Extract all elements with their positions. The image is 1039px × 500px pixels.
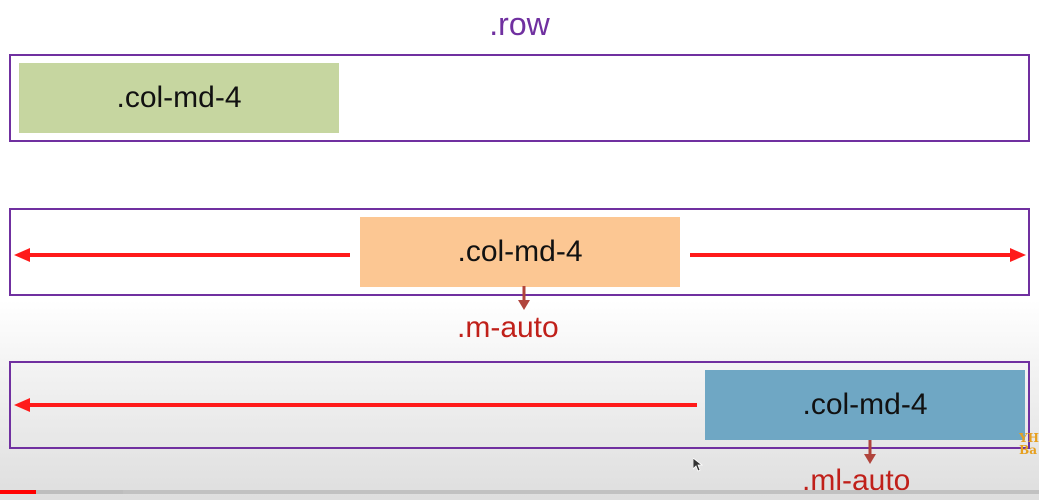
right-arrow-row-2 [690,248,1026,262]
row-container-2: .col-md-4 [9,208,1030,296]
mouse-cursor-icon [693,458,703,472]
video-progress-bar[interactable] [0,490,1039,494]
channel-logo: YH Ba [1019,432,1039,456]
row-title: .row [489,6,550,42]
left-arrow-row-3 [14,398,697,412]
video-progress-played [0,490,37,494]
pointer-arrow-ml-auto [864,440,876,464]
left-arrow-row-2 [14,248,350,262]
column-box-2: .col-md-4 [360,217,680,287]
column-box-1: .col-md-4 [19,63,339,133]
column-box-3: .col-md-4 [705,370,1025,440]
video-progress-buffered [0,490,123,494]
row-container-3: .col-md-4 [9,361,1030,449]
m-auto-label: .m-auto [457,311,559,344]
pointer-arrow-m-auto [518,286,530,310]
row-container-1: .col-md-4 [9,54,1030,142]
logo-line-1: YH [1019,431,1039,445]
logo-line-2: Ba [1019,443,1038,457]
